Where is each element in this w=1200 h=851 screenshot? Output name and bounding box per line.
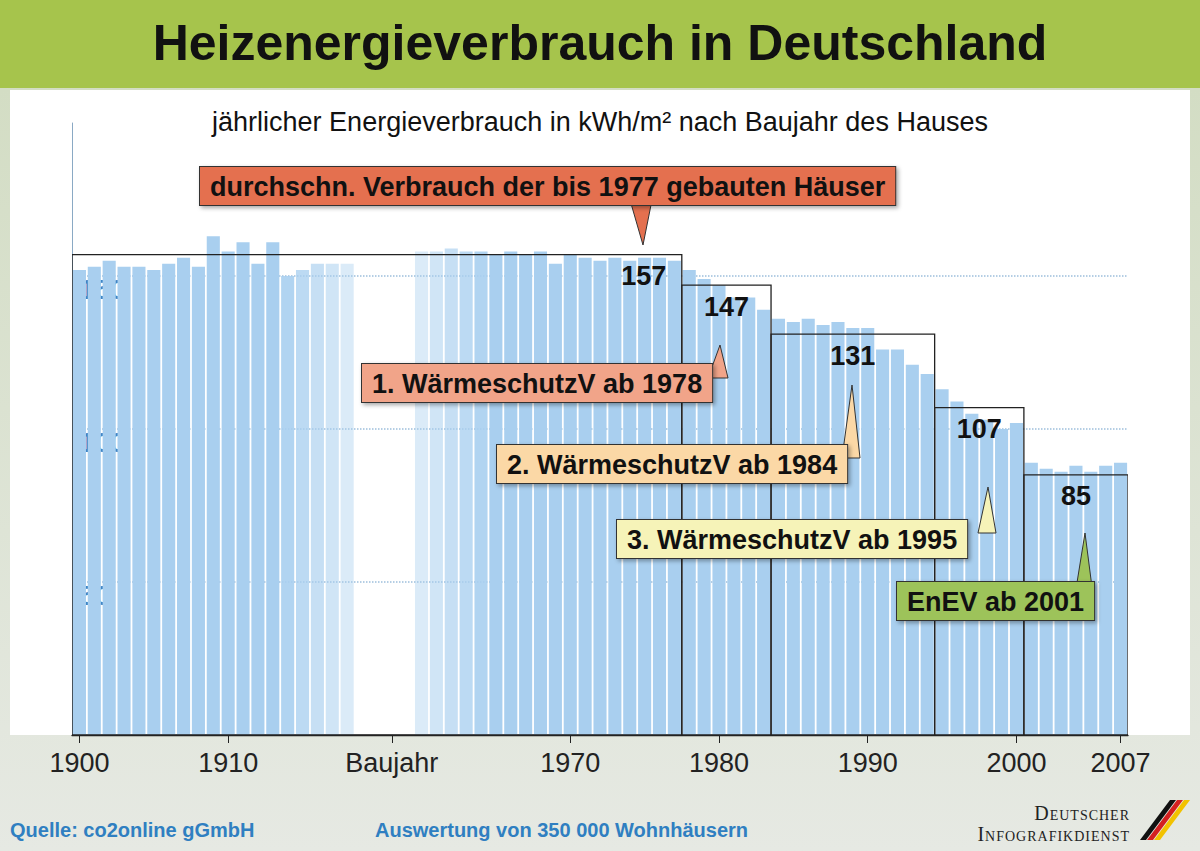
svg-text:Quelle: co2online gGmbH: Quelle: co2online gGmbH (10, 819, 254, 841)
svg-text:1990: 1990 (838, 748, 898, 778)
svg-text:131: 131 (830, 341, 875, 371)
html-text:Infografikdienst: Infografikdienst (977, 823, 1130, 845)
svg-text:1. WärmeschutzV ab 1978: 1. WärmeschutzV ab 1978 (372, 369, 702, 399)
svg-text:EnEV ab 2001: EnEV ab 2001 (907, 587, 1084, 617)
svg-text:jährlicher Energieverbrauch in: jährlicher Energieverbrauch in kWh/m² na… (211, 107, 988, 137)
svg-text:147: 147 (704, 292, 749, 322)
svg-text:157: 157 (621, 261, 666, 291)
svg-text:100: 100 (80, 427, 126, 458)
svg-text:1910: 1910 (198, 748, 258, 778)
svg-text:2000: 2000 (986, 748, 1046, 778)
svg-text:2. WärmeschutzV ab 1984: 2. WärmeschutzV ab 1984 (507, 450, 837, 480)
svg-text:85: 85 (1061, 481, 1091, 511)
svg-text:Heizenergieverbrauch in Deutsc: Heizenergieverbrauch in Deutschland (153, 15, 1048, 71)
svg-text:3. WärmeschutzV ab 1995: 3. WärmeschutzV ab 1995 (627, 525, 957, 555)
svg-text:1970: 1970 (540, 748, 600, 778)
svg-text:Baujahr: Baujahr (345, 748, 438, 778)
svg-text:2007: 2007 (1091, 748, 1151, 778)
svg-text:durchschn. Verbrauch der bis 1: durchschn. Verbrauch der bis 1977 gebaut… (210, 172, 886, 202)
svg-text:1980: 1980 (689, 748, 749, 778)
html-text:Deutscher: Deutscher (1034, 802, 1130, 824)
svg-text:107: 107 (957, 414, 1002, 444)
svg-text:Auswertung von 350 000 Wohnhäu: Auswertung von 350 000 Wohnhäusern (375, 819, 748, 841)
svg-text:150: 150 (80, 274, 126, 305)
svg-text:1900: 1900 (49, 748, 109, 778)
